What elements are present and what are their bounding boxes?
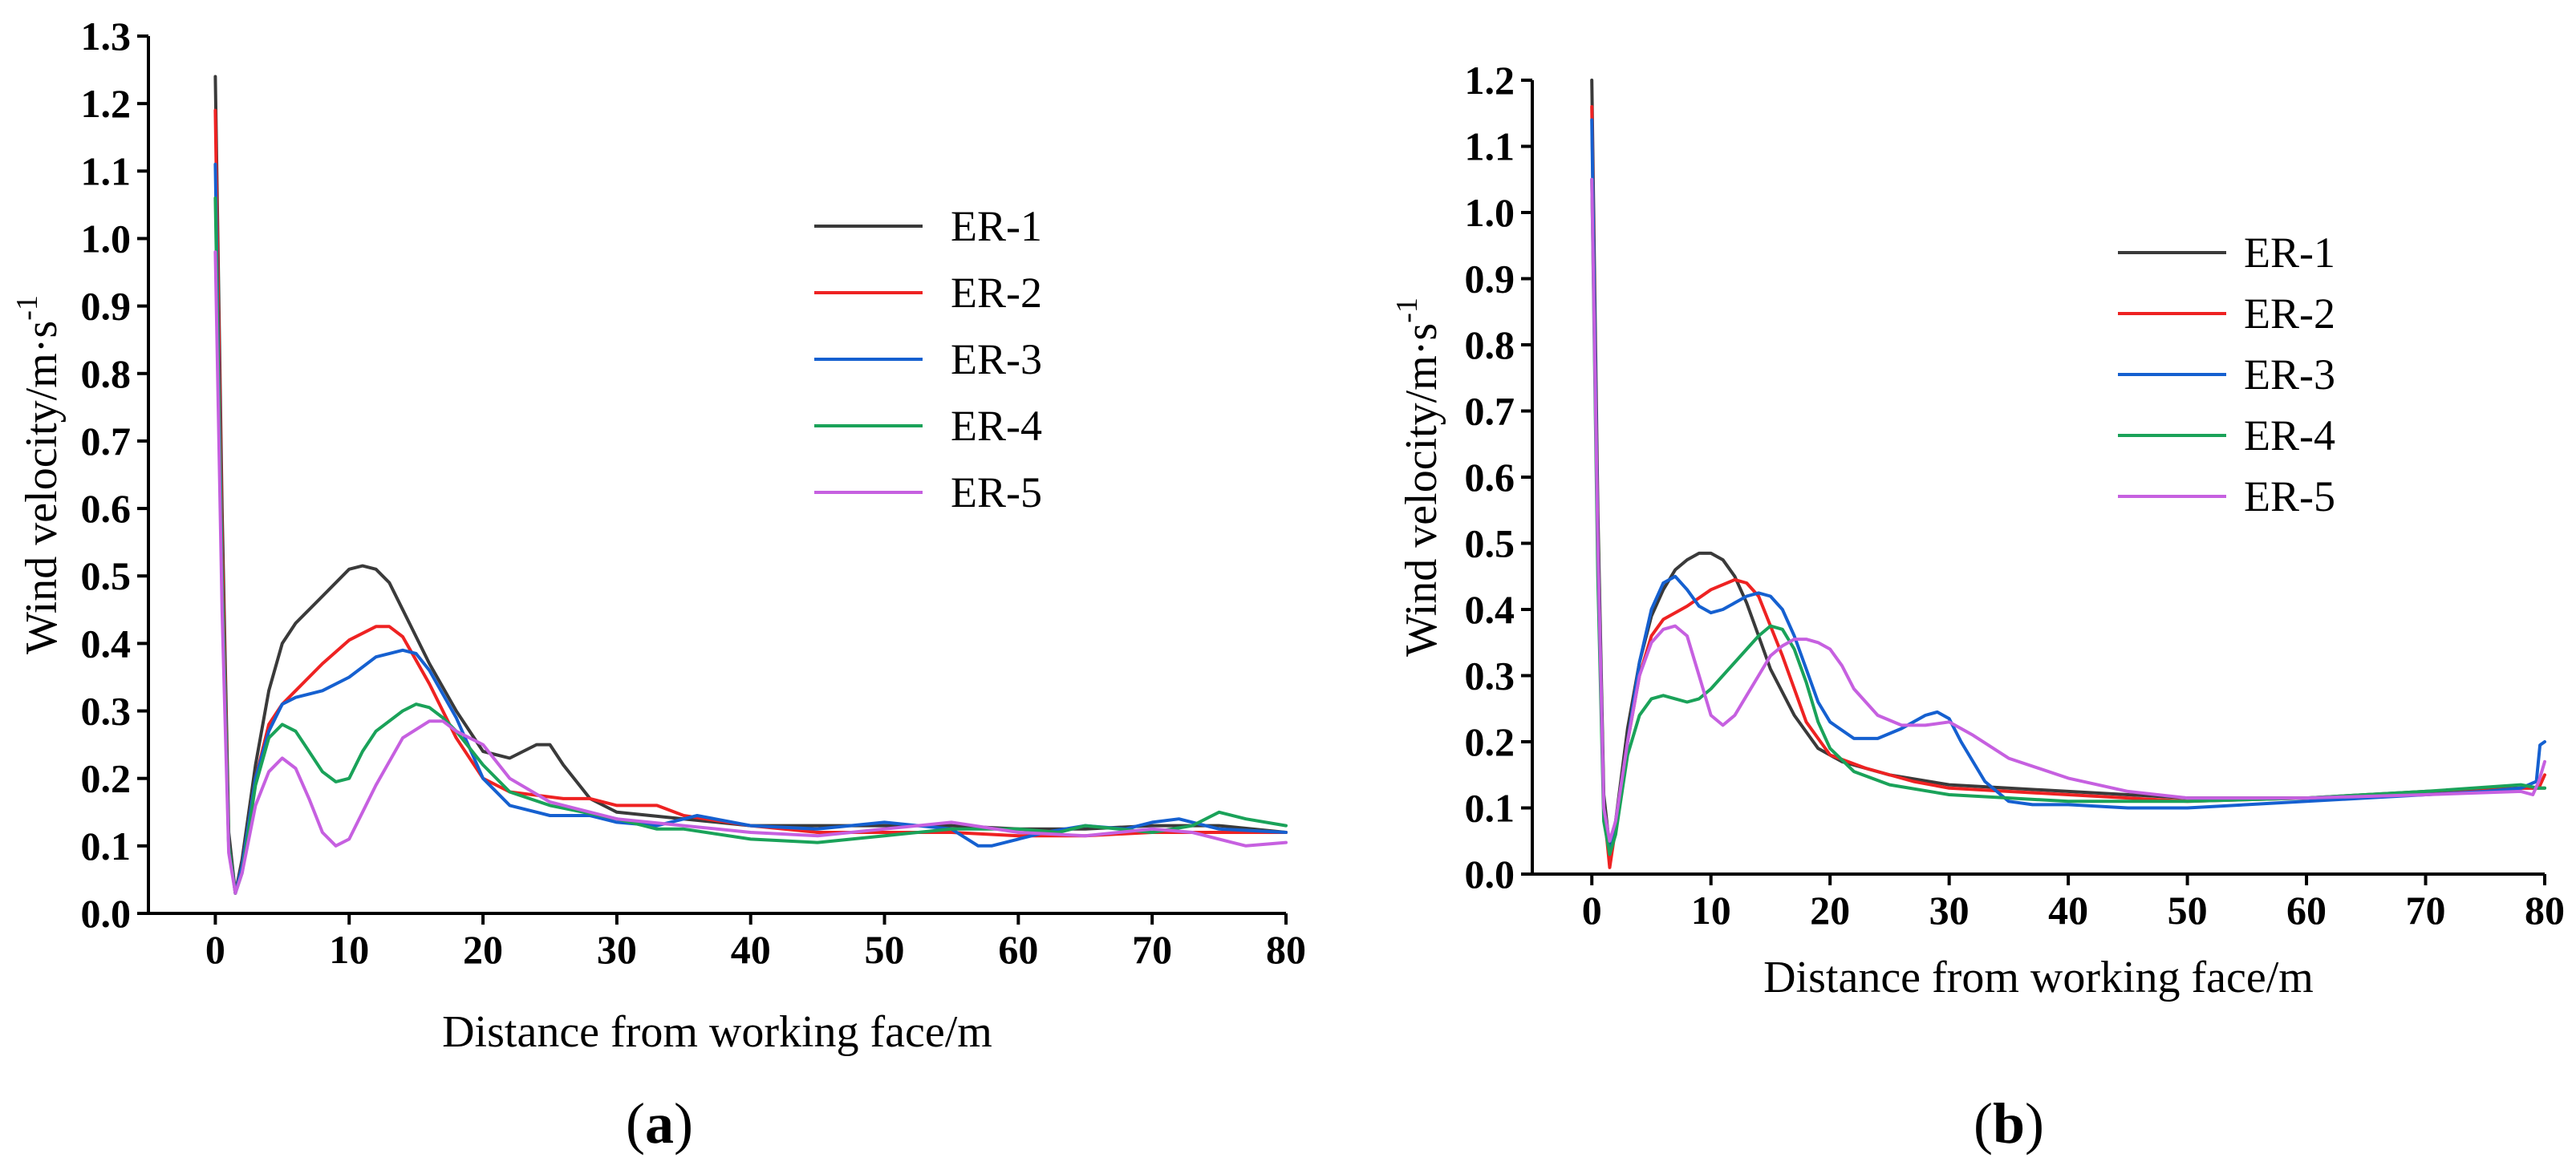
series-line-er-5	[213, 250, 1288, 895]
x-tick-label: 20	[1810, 888, 1850, 933]
y-tick-label: 0.3	[1465, 654, 1515, 698]
caption-open-paren: (	[626, 1091, 645, 1156]
legend-label: ER-5	[951, 468, 1042, 516]
y-tick-label: 1.0	[1465, 190, 1515, 235]
y-tick-label: 0.7	[81, 419, 132, 464]
series-line-er-1	[1590, 79, 2546, 849]
y-tick-label: 0.9	[1465, 257, 1515, 302]
y-tick-label: 0.3	[81, 689, 132, 734]
y-tick-label: 0.2	[1465, 719, 1515, 764]
legend-label: ER-5	[2244, 472, 2335, 520]
caption-letter: b	[1993, 1091, 2025, 1156]
x-tick-label: 80	[1266, 927, 1306, 972]
y-tick-label: 1.1	[1465, 124, 1515, 169]
y-tick-label: 0.6	[81, 486, 132, 531]
y-tick-label: 0.9	[81, 284, 132, 329]
y-tick-label: 0.5	[81, 553, 132, 598]
panel-caption: (b)	[1974, 1091, 2044, 1156]
x-tick-label: 60	[998, 927, 1038, 972]
series-line-er-1	[213, 75, 1288, 895]
series-line-er-3	[1590, 118, 2546, 856]
x-tick-label: 10	[329, 927, 369, 972]
x-tick-label: 0	[205, 927, 225, 972]
y-tick-label: 0.5	[1465, 521, 1515, 566]
x-tick-label: 40	[2048, 888, 2088, 933]
y-axis-title-main: Wind velocity/m·s	[1397, 323, 1446, 657]
y-axis-title: Wind velocity/m·s-1	[10, 295, 67, 654]
x-tick-label: 30	[597, 927, 637, 972]
series-line-er-5	[1590, 177, 2546, 843]
legend-label: ER-1	[2244, 229, 2335, 277]
x-tick-label: 20	[463, 927, 503, 972]
x-tick-label: 50	[2168, 888, 2208, 933]
legend: ER-1 ER-2 ER-3 ER-4 ER-5	[814, 202, 1042, 516]
y-tick-label: 1.3	[81, 14, 132, 59]
legend-label: ER-2	[2244, 289, 2335, 338]
y-axis-title-main: Wind velocity/m·s	[17, 321, 67, 654]
legend: ER-1 ER-2 ER-3 ER-4 ER-5	[2118, 229, 2335, 520]
panel-caption: (a)	[626, 1091, 693, 1156]
legend-label: ER-3	[2244, 350, 2335, 399]
caption-open-paren: (	[1974, 1091, 1993, 1156]
x-tick-label: 10	[1691, 888, 1731, 933]
x-tick-label: 60	[2286, 888, 2327, 933]
y-tick-label: 0.1	[81, 824, 132, 868]
x-tick-label: 50	[865, 927, 905, 972]
series-line-er-4	[1590, 177, 2546, 856]
x-tick-label: 0	[1582, 888, 1602, 933]
series-line-er-4	[213, 196, 1288, 895]
y-axis-title-superscript: -1	[10, 295, 44, 321]
legend-label: ER-3	[951, 335, 1042, 383]
x-tick-label: 40	[731, 927, 771, 972]
y-tick-label: 0.6	[1465, 455, 1515, 500]
caption-close-paren: )	[2025, 1091, 2044, 1156]
series-line-er-2	[1590, 105, 2546, 869]
y-tick-label: 1.0	[81, 216, 132, 261]
x-tick-label: 30	[1929, 888, 1970, 933]
y-tick-label: 0.1	[1465, 786, 1515, 831]
legend-label: ER-2	[951, 269, 1042, 317]
y-tick-label: 0.8	[1465, 322, 1515, 367]
x-tick-label: 70	[2406, 888, 2446, 933]
legend-label: ER-4	[951, 402, 1042, 450]
y-tick-label: 0.8	[81, 351, 132, 396]
y-tick-label: 1.2	[1465, 58, 1515, 103]
legend-label: ER-4	[2244, 411, 2335, 459]
y-tick-label: 0.0	[1465, 852, 1515, 897]
chart-panel-a: 0.0 0.1 0.2 0.3 0.4 0.5 0.6 0.7 0.8 0.9 1.0 1.1 1.2 1…	[10, 14, 1306, 1156]
series-line-er-2	[213, 108, 1288, 895]
y-axis-title-superscript: -1	[1390, 298, 1424, 323]
x-tick-label: 80	[2525, 888, 2565, 933]
y-tick-label: 0.2	[81, 756, 132, 801]
caption-close-paren: )	[674, 1091, 693, 1156]
y-axis-title: Wind velocity/m·s-1	[1390, 298, 1446, 657]
y-tick-label: 0.7	[1465, 389, 1515, 434]
legend-label: ER-1	[951, 202, 1042, 250]
y-tick-label: 0.4	[81, 621, 132, 666]
y-tick-label: 1.2	[81, 81, 132, 126]
x-axis-title: Distance from working face/m	[442, 1007, 992, 1057]
caption-letter: a	[645, 1091, 674, 1156]
x-axis-title: Distance from working face/m	[1763, 953, 2314, 1002]
x-tick-label: 70	[1132, 927, 1172, 972]
y-tick-label: 1.1	[81, 148, 132, 193]
chart-panel-b: 0.0 0.1 0.2 0.3 0.4 0.5 0.6 0.7 0.8 0.9 1.0 1.1 1.2 0…	[1390, 58, 2565, 1156]
y-tick-label: 0.4	[1465, 587, 1515, 632]
y-tick-label: 0.0	[81, 891, 132, 936]
